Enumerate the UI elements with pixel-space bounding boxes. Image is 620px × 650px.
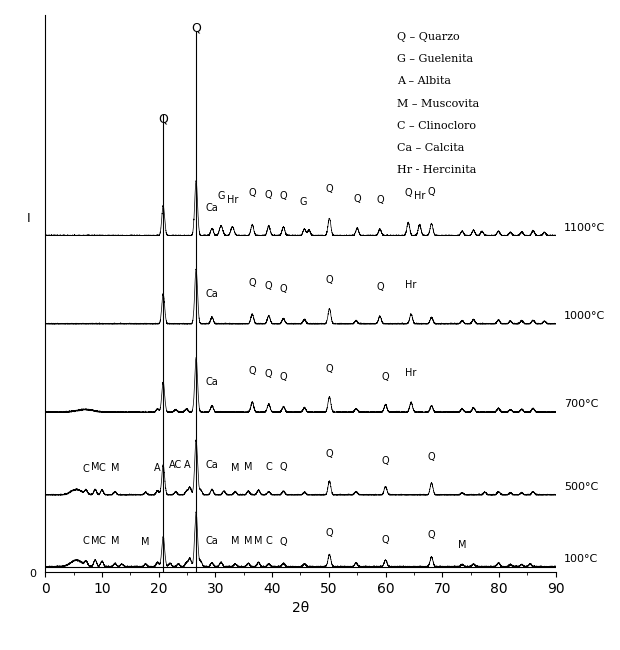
Text: 500°C: 500°C bbox=[564, 482, 598, 492]
Text: Q: Q bbox=[280, 537, 287, 547]
Text: M: M bbox=[91, 536, 99, 546]
Text: M: M bbox=[91, 462, 99, 472]
Text: M: M bbox=[458, 540, 466, 550]
Text: Q: Q bbox=[326, 363, 333, 374]
Text: Q: Q bbox=[376, 196, 384, 205]
Text: Q: Q bbox=[428, 187, 435, 197]
Text: M – Muscovita: M – Muscovita bbox=[397, 99, 480, 109]
Text: Q: Q bbox=[353, 194, 361, 203]
Text: Ca: Ca bbox=[206, 203, 218, 213]
Text: Q: Q bbox=[428, 452, 435, 462]
Text: M: M bbox=[254, 536, 263, 546]
Text: C – Clinocloro: C – Clinocloro bbox=[397, 121, 477, 131]
Text: Q: Q bbox=[326, 528, 333, 538]
Text: 1000°C: 1000°C bbox=[564, 311, 606, 321]
Text: C: C bbox=[82, 536, 89, 546]
Text: Q: Q bbox=[280, 192, 287, 202]
Text: M: M bbox=[111, 536, 119, 546]
Text: Ca – Calcita: Ca – Calcita bbox=[397, 143, 465, 153]
Text: Q: Q bbox=[404, 188, 412, 198]
Text: M: M bbox=[141, 537, 150, 547]
Text: C: C bbox=[265, 536, 272, 546]
Text: Q: Q bbox=[280, 462, 287, 472]
Text: G – Guelenita: G – Guelenita bbox=[397, 54, 474, 64]
Text: C: C bbox=[82, 464, 89, 474]
Text: M: M bbox=[231, 463, 239, 473]
Text: A: A bbox=[154, 463, 161, 473]
Text: 100°C: 100°C bbox=[564, 554, 598, 564]
Text: Q: Q bbox=[326, 449, 333, 459]
Text: M: M bbox=[244, 536, 252, 546]
Text: C: C bbox=[265, 462, 272, 472]
Text: M: M bbox=[231, 536, 239, 546]
Text: C: C bbox=[99, 463, 105, 473]
Text: Q: Q bbox=[428, 530, 435, 540]
Text: AC: AC bbox=[169, 460, 182, 470]
Text: Hr - Hercinita: Hr - Hercinita bbox=[397, 166, 477, 176]
Text: Q – Quarzo: Q – Quarzo bbox=[397, 32, 460, 42]
Text: A: A bbox=[184, 460, 190, 470]
Text: Ca: Ca bbox=[206, 536, 218, 546]
Text: Ca: Ca bbox=[206, 289, 218, 299]
Text: M: M bbox=[244, 462, 252, 472]
Text: Q: Q bbox=[280, 283, 287, 294]
Text: Hr: Hr bbox=[405, 280, 417, 290]
Text: Q: Q bbox=[326, 185, 333, 194]
Text: G: G bbox=[218, 192, 225, 202]
Text: Q: Q bbox=[265, 281, 273, 291]
Text: Q: Q bbox=[249, 367, 256, 376]
Text: Q: Q bbox=[382, 535, 389, 545]
Text: Hr: Hr bbox=[227, 196, 238, 205]
Text: Hr: Hr bbox=[405, 368, 417, 378]
Text: Q: Q bbox=[265, 190, 273, 200]
Text: Q: Q bbox=[265, 369, 273, 379]
Text: G: G bbox=[299, 197, 307, 207]
Text: I: I bbox=[27, 212, 30, 225]
Text: Q: Q bbox=[326, 276, 333, 285]
Text: C: C bbox=[99, 536, 105, 546]
Text: A – Albita: A – Albita bbox=[397, 76, 451, 86]
Text: Q: Q bbox=[249, 278, 256, 288]
Text: Hr: Hr bbox=[414, 192, 425, 202]
X-axis label: 2θ: 2θ bbox=[292, 601, 309, 616]
Text: Q: Q bbox=[249, 188, 256, 198]
Text: 0: 0 bbox=[30, 569, 37, 579]
Text: Q: Q bbox=[191, 21, 201, 34]
Text: Q: Q bbox=[376, 282, 384, 292]
Text: Q: Q bbox=[382, 456, 389, 466]
Text: Q: Q bbox=[280, 372, 287, 382]
Text: Ca: Ca bbox=[206, 378, 218, 387]
Text: 700°C: 700°C bbox=[564, 400, 599, 410]
Text: Q: Q bbox=[158, 112, 168, 125]
Text: Q: Q bbox=[382, 372, 389, 382]
Text: Ca: Ca bbox=[206, 460, 218, 470]
Text: M: M bbox=[111, 463, 119, 473]
Text: 1100°C: 1100°C bbox=[564, 223, 606, 233]
